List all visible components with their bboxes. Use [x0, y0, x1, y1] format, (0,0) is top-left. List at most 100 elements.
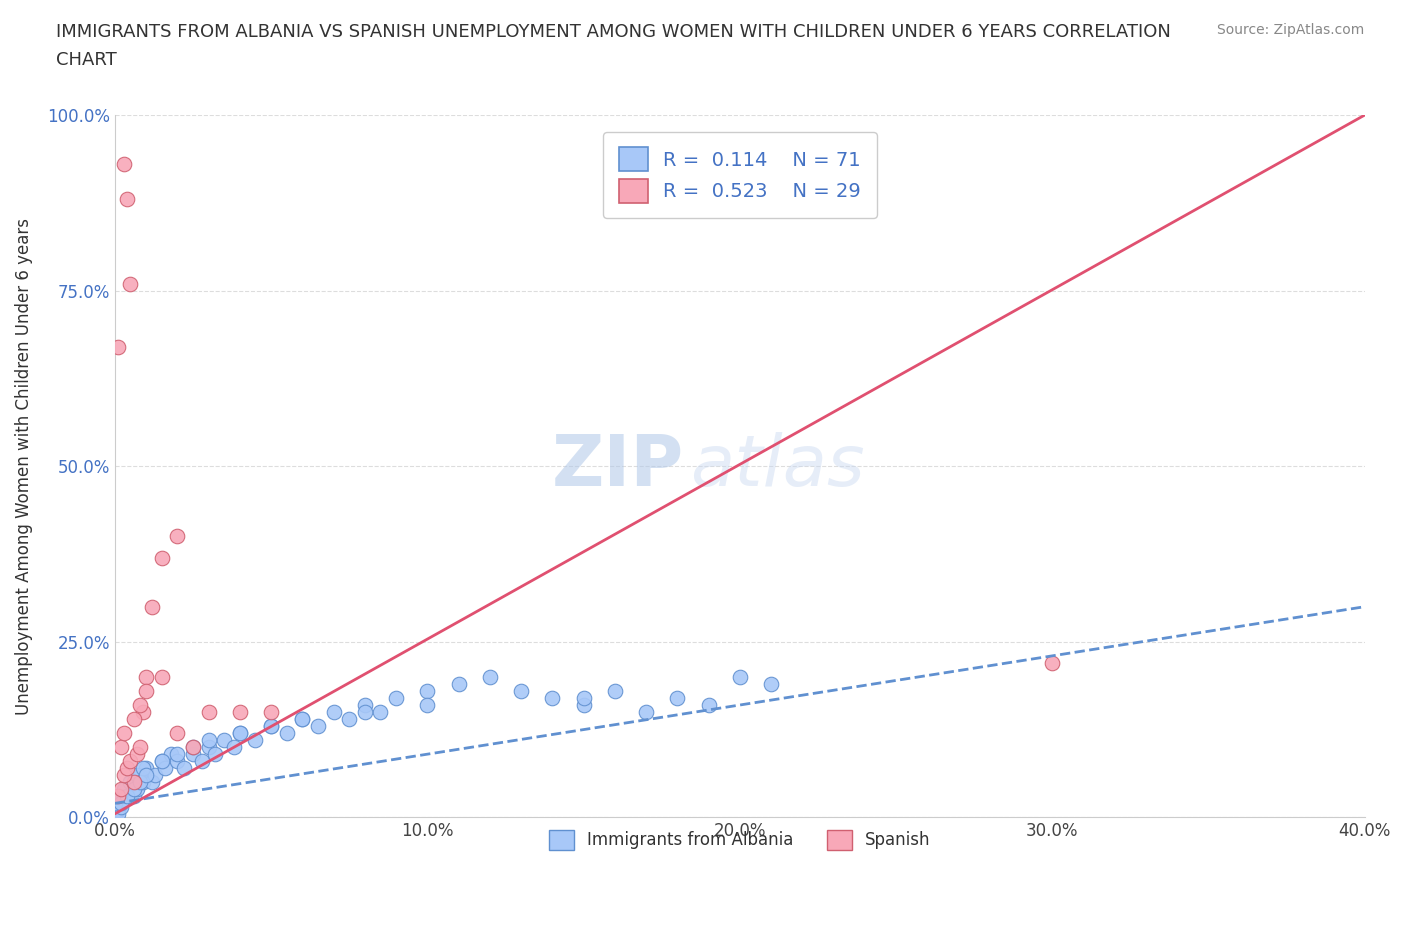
Point: [125, 768, 148, 783]
Point: [125, 782, 148, 797]
Point: [128, 768, 150, 783]
Point: [697, 698, 720, 712]
Point: [728, 670, 751, 684]
Point: [160, 747, 183, 762]
Point: [222, 739, 245, 754]
Point: [603, 684, 626, 698]
Point: [112, 789, 135, 804]
Point: [128, 698, 150, 712]
Point: [135, 670, 157, 684]
Point: [132, 761, 155, 776]
Point: [260, 719, 283, 734]
Point: [120, 276, 142, 291]
Point: [107, 803, 129, 817]
Text: CHART: CHART: [56, 51, 117, 69]
Point: [120, 775, 142, 790]
Point: [122, 782, 145, 797]
Point: [166, 754, 188, 769]
Point: [197, 733, 219, 748]
Point: [447, 676, 470, 691]
Point: [104, 796, 127, 811]
Point: [212, 733, 235, 748]
Point: [120, 754, 142, 769]
Point: [666, 691, 689, 706]
Point: [166, 529, 188, 544]
Point: [135, 684, 157, 698]
Point: [191, 754, 214, 769]
Point: [107, 789, 129, 804]
Point: [478, 670, 501, 684]
Point: [245, 733, 267, 748]
Point: [260, 705, 283, 720]
Point: [572, 698, 595, 712]
Point: [1040, 656, 1063, 671]
Point: [541, 691, 564, 706]
Point: [416, 698, 439, 712]
Point: [572, 691, 595, 706]
Point: [634, 705, 657, 720]
Point: [173, 761, 195, 776]
Point: [145, 768, 167, 783]
Point: [107, 789, 129, 804]
Point: [122, 775, 145, 790]
Point: [107, 339, 129, 354]
Point: [117, 192, 139, 206]
Text: IMMIGRANTS FROM ALBANIA VS SPANISH UNEMPLOYMENT AMONG WOMEN WITH CHILDREN UNDER : IMMIGRANTS FROM ALBANIA VS SPANISH UNEMP…: [56, 23, 1171, 41]
Point: [385, 691, 408, 706]
Point: [110, 800, 132, 815]
Point: [150, 754, 173, 769]
Point: [353, 705, 375, 720]
Point: [759, 676, 782, 691]
Point: [166, 725, 188, 740]
Point: [291, 711, 314, 726]
Point: [112, 157, 135, 172]
Point: [416, 684, 439, 698]
Point: [110, 782, 132, 797]
Point: [132, 705, 155, 720]
Point: [117, 789, 139, 804]
Point: [117, 761, 139, 776]
Point: [204, 747, 226, 762]
Point: [122, 711, 145, 726]
Point: [260, 719, 283, 734]
Point: [141, 775, 163, 790]
Point: [132, 775, 155, 790]
Point: [135, 768, 157, 783]
Point: [110, 796, 132, 811]
Point: [181, 747, 204, 762]
Point: [197, 705, 219, 720]
Y-axis label: Unemployment Among Women with Children Under 6 years: Unemployment Among Women with Children U…: [15, 218, 32, 714]
Text: atlas: atlas: [690, 432, 865, 500]
Point: [166, 747, 188, 762]
Text: Source: ZipAtlas.com: Source: ZipAtlas.com: [1216, 23, 1364, 37]
Point: [153, 761, 176, 776]
Point: [128, 775, 150, 790]
Point: [112, 768, 135, 783]
Point: [229, 705, 252, 720]
Point: [370, 705, 392, 720]
Point: [110, 796, 132, 811]
Point: [112, 725, 135, 740]
Point: [112, 792, 135, 807]
Point: [110, 739, 132, 754]
Point: [510, 684, 533, 698]
Point: [229, 725, 252, 740]
Point: [141, 599, 163, 614]
Point: [122, 789, 145, 804]
Point: [112, 782, 135, 797]
Point: [181, 739, 204, 754]
Text: ZIP: ZIP: [551, 432, 683, 500]
Point: [291, 711, 314, 726]
Point: [229, 725, 252, 740]
Point: [117, 782, 139, 797]
Point: [322, 705, 344, 720]
Point: [337, 711, 360, 726]
Point: [150, 754, 173, 769]
Point: [125, 747, 148, 762]
Point: [128, 739, 150, 754]
Point: [150, 550, 173, 565]
Legend: Immigrants from Albania, Spanish: Immigrants from Albania, Spanish: [540, 821, 939, 858]
Point: [135, 761, 157, 776]
Point: [353, 698, 375, 712]
Point: [150, 670, 173, 684]
